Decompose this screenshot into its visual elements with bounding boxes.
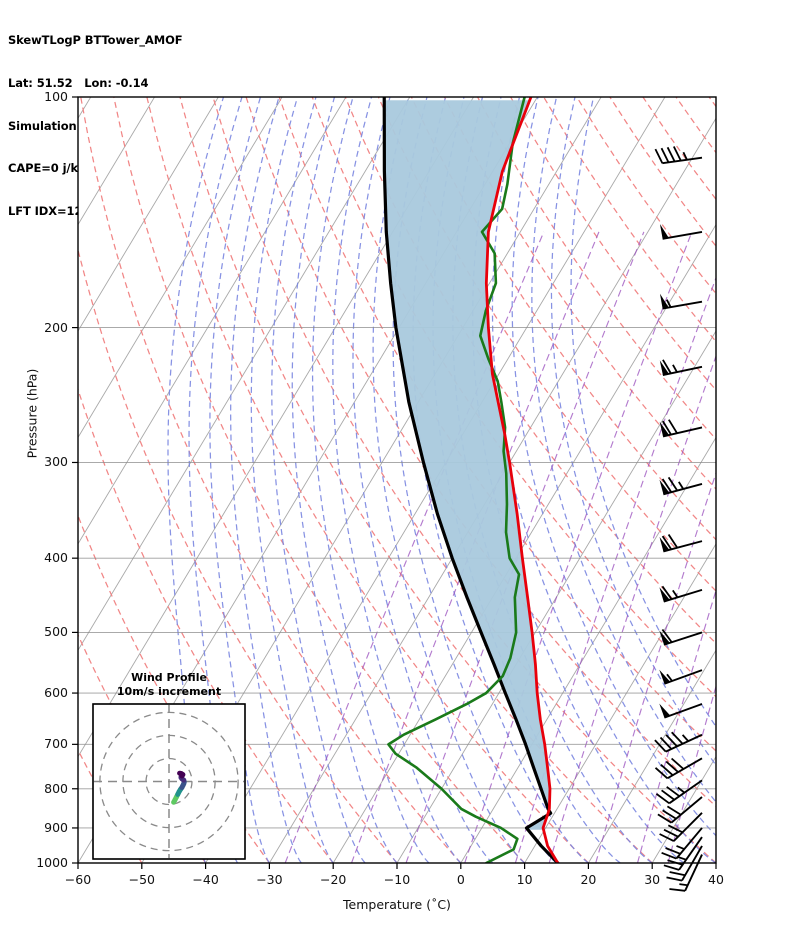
pressure-tick-label: 300 bbox=[44, 454, 68, 470]
header-line-title: SkewTLogP BTTower_AMOF bbox=[8, 33, 183, 48]
wind-barb bbox=[659, 628, 703, 646]
temperature-tick-label: −40 bbox=[192, 872, 219, 887]
wind-barb bbox=[659, 703, 703, 719]
wind-barb bbox=[659, 476, 703, 496]
temperature-tick-label: 20 bbox=[580, 872, 597, 887]
wind-barb bbox=[660, 293, 703, 310]
pressure-tick-label: 500 bbox=[44, 624, 68, 640]
dewpoint-profile-line bbox=[387, 97, 526, 863]
wind-barb bbox=[657, 796, 703, 824]
header-line-location: Lat: 51.52 Lon: -0.14 bbox=[8, 76, 149, 91]
temperature-tick-label: −60 bbox=[64, 872, 92, 887]
temperature-tick-label: −50 bbox=[128, 872, 155, 887]
wind-barb bbox=[654, 757, 703, 780]
pressure-tick-label: 400 bbox=[44, 550, 68, 566]
wind-barb bbox=[659, 669, 703, 685]
wind-profile-title-line2: 10m/s increment bbox=[116, 684, 222, 698]
pressure-tick-label: 600 bbox=[44, 685, 68, 701]
wind-barb bbox=[655, 779, 703, 805]
temperature-tick-label: −30 bbox=[256, 872, 283, 887]
pressure-tick-label: 1000 bbox=[36, 855, 68, 870]
pressure-tick-label: 900 bbox=[44, 819, 68, 835]
pressure-tick-label: 100 bbox=[44, 89, 68, 104]
pressure-tick-label: 800 bbox=[44, 780, 68, 796]
wind-barb bbox=[659, 812, 703, 842]
pressure-tick-label: 700 bbox=[44, 736, 68, 752]
wind-barb bbox=[654, 146, 703, 165]
wind-barb bbox=[659, 359, 703, 377]
wind-barb bbox=[659, 419, 703, 438]
temperature-tick-label: −20 bbox=[319, 872, 347, 887]
temperature-tick-label: −10 bbox=[383, 872, 411, 887]
wind-barb bbox=[659, 534, 703, 553]
temperature-tick-label: 40 bbox=[708, 872, 724, 887]
wind-profile-title-line1: Wind Profile bbox=[131, 671, 207, 684]
temperature-tick-label: 30 bbox=[644, 872, 661, 887]
wind-barb bbox=[659, 585, 703, 603]
wind-profile-title: Wind Profile 10m/s increment bbox=[89, 671, 249, 698]
wind-barb bbox=[660, 224, 703, 240]
wind-barb bbox=[669, 854, 703, 892]
temperature-tick-label: 0 bbox=[456, 872, 465, 887]
temperature-profile-line bbox=[484, 97, 560, 863]
wind-barb bbox=[654, 731, 703, 753]
wind-barb bbox=[661, 827, 703, 860]
pressure-tick-label: 200 bbox=[44, 319, 68, 335]
temperature-tick-label: 10 bbox=[516, 872, 533, 887]
x-axis-label: Temperature (˚C) bbox=[343, 897, 451, 912]
